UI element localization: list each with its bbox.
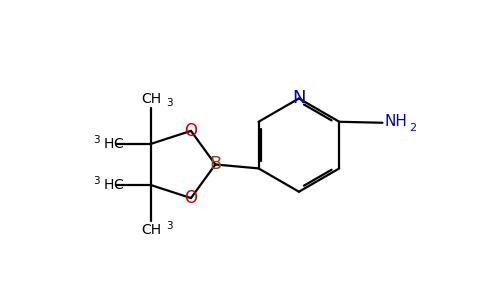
Text: B: B (209, 155, 222, 173)
Text: CH: CH (141, 223, 162, 236)
Text: 3: 3 (93, 135, 100, 145)
Text: H: H (103, 178, 114, 192)
Text: 2: 2 (409, 123, 417, 133)
Text: C: C (114, 137, 123, 151)
Text: C: C (114, 178, 123, 192)
Text: H: H (103, 137, 114, 151)
Text: O: O (184, 122, 197, 140)
Text: 3: 3 (166, 220, 172, 231)
Text: 3: 3 (93, 176, 100, 186)
Text: N: N (292, 89, 306, 107)
Text: CH: CH (141, 92, 162, 106)
Text: O: O (184, 189, 197, 207)
Text: 3: 3 (166, 98, 172, 108)
Text: NH: NH (385, 114, 408, 129)
